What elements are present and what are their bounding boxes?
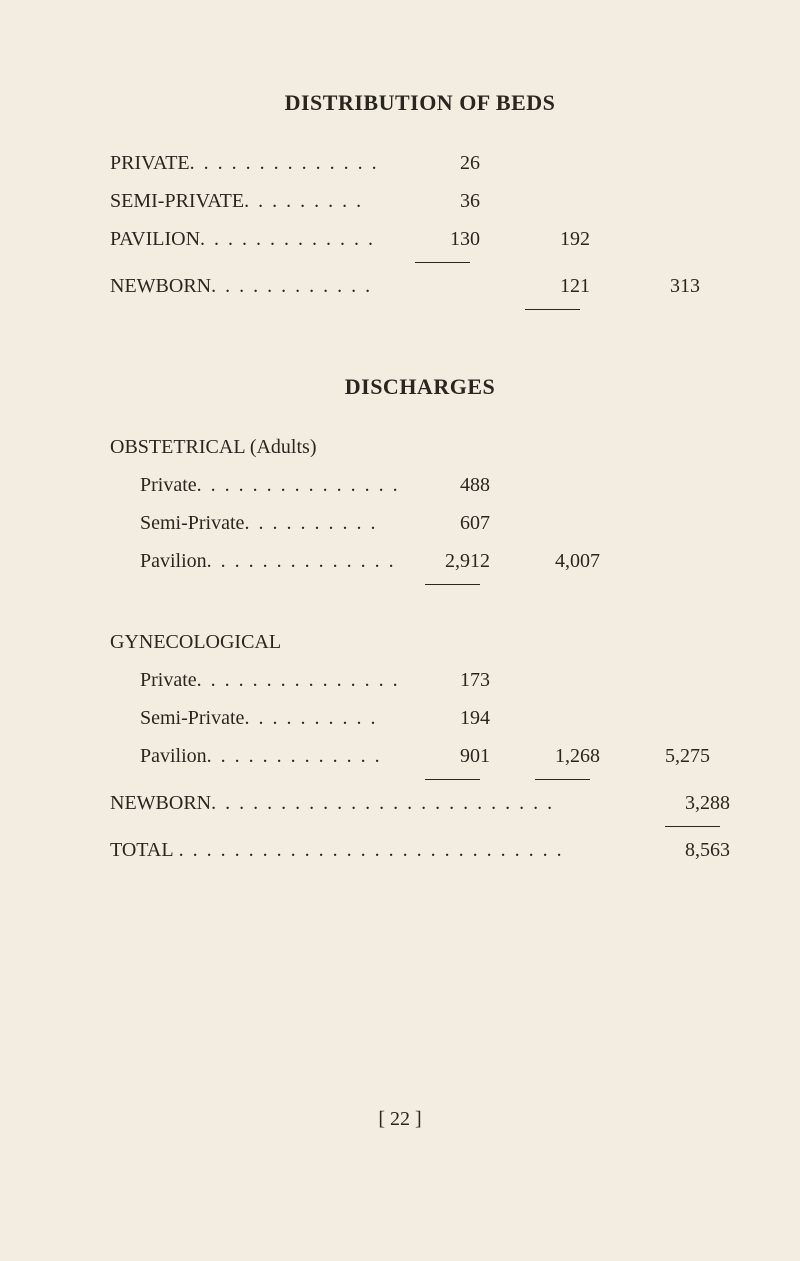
rule-row — [110, 822, 730, 831]
rule — [535, 779, 590, 780]
rule-row — [110, 580, 730, 589]
leader-dots: . . . . . . . . . . . . — [211, 267, 372, 305]
page-number: [ 22 ] — [0, 1108, 800, 1131]
rule-row — [110, 305, 730, 314]
col1: 2,912 — [400, 542, 490, 580]
label: Semi-Private — [140, 504, 244, 542]
discharges-newborn: NEWBORN . . . . . . . . . . . . . . . . … — [110, 784, 730, 822]
label: Semi-Private — [140, 699, 244, 737]
obstetrical-pavilion: Pavilion . . . . . . . . . . . . . . 2,9… — [110, 542, 730, 580]
leader-dots: . . . . . . . . . . . . . . . . . . . . … — [211, 784, 554, 822]
rule — [425, 779, 480, 780]
obstetrical-private: Private . . . . . . . . . . . . . . . 48… — [110, 466, 730, 504]
col1: 173 — [400, 661, 490, 699]
col1: 26 — [390, 144, 480, 182]
rule-row — [110, 775, 730, 784]
gyn-pavilion: Pavilion . . . . . . . . . . . . . 901 1… — [110, 737, 730, 775]
col1: 607 — [400, 504, 490, 542]
leader-dots: . . . . . . . . . . — [244, 699, 377, 737]
gyn-semi-private: Semi-Private . . . . . . . . . . 194 — [110, 699, 730, 737]
col2: 4,007 — [490, 542, 600, 580]
leader-dots: . . . . . . . . . . . . . . . — [197, 466, 400, 504]
col3: 3,288 — [620, 784, 730, 822]
gyn-private: Private . . . . . . . . . . . . . . . 17… — [110, 661, 730, 699]
leader-dots: . . . . . . . . . . — [244, 504, 377, 542]
leader-dots: . . . . . . . . . . . . . . . . . . . . … — [179, 831, 564, 869]
beds-row-private: PRIVATE . . . . . . . . . . . . . . 26 — [110, 144, 730, 182]
rule — [665, 826, 720, 827]
leader-dots: . . . . . . . . . . . . . . — [207, 542, 396, 580]
label: PRIVATE — [110, 144, 190, 182]
label: SEMI-PRIVATE — [110, 182, 244, 220]
leader-dots: . . . . . . . . . — [244, 182, 363, 220]
label: Private — [140, 466, 197, 504]
col1: 488 — [400, 466, 490, 504]
label: Pavilion — [140, 542, 207, 580]
col3 — [590, 182, 700, 220]
rule — [525, 309, 580, 310]
leader-dots: . . . . . . . . . . . . . . . — [197, 661, 400, 699]
label: NEWBORN — [110, 784, 211, 822]
col3: 313 — [590, 267, 700, 305]
beds-row-newborn: NEWBORN . . . . . . . . . . . . 121 313 — [110, 267, 730, 305]
beds-row-pavilion: PAVILION . . . . . . . . . . . . . 130 1… — [110, 220, 730, 258]
col1 — [390, 267, 480, 305]
label: Pavilion — [140, 737, 207, 775]
discharges-total: TOTAL . . . . . . . . . . . . . . . . . … — [110, 831, 730, 869]
col2 — [480, 182, 590, 220]
leader-dots: . . . . . . . . . . . . . — [207, 737, 382, 775]
leader-dots: . . . . . . . . . . . . . . — [190, 144, 379, 182]
col3: 5,275 — [600, 737, 710, 775]
col2 — [480, 144, 590, 182]
col1: 130 — [390, 220, 480, 258]
col2: 192 — [480, 220, 590, 258]
obstetrical-semi-private: Semi-Private . . . . . . . . . . 607 — [110, 504, 730, 542]
rule — [425, 584, 480, 585]
rule — [415, 262, 470, 263]
col2: 121 — [480, 267, 590, 305]
obstetrical-header: OBSTETRICAL (Adults) — [110, 428, 730, 466]
discharges-title: DISCHARGES — [110, 374, 730, 400]
col1: 36 — [390, 182, 480, 220]
beds-row-semi-private: SEMI-PRIVATE . . . . . . . . . 36 — [110, 182, 730, 220]
label: PAVILION — [110, 220, 200, 258]
label: NEWBORN — [110, 267, 211, 305]
rule-row — [110, 258, 730, 267]
label: TOTAL — [110, 831, 174, 869]
col2: 1,268 — [490, 737, 600, 775]
col1: 901 — [400, 737, 490, 775]
col1: 194 — [400, 699, 490, 737]
leader-dots: . . . . . . . . . . . . . — [200, 220, 375, 258]
label: Private — [140, 661, 197, 699]
col3 — [590, 220, 700, 258]
col4: 8,563 — [660, 831, 730, 869]
page: DISTRIBUTION OF BEDS PRIVATE . . . . . .… — [0, 0, 800, 1261]
beds-title: DISTRIBUTION OF BEDS — [110, 90, 730, 116]
col3 — [590, 144, 700, 182]
gynecological-header: GYNECOLOGICAL — [110, 623, 730, 661]
